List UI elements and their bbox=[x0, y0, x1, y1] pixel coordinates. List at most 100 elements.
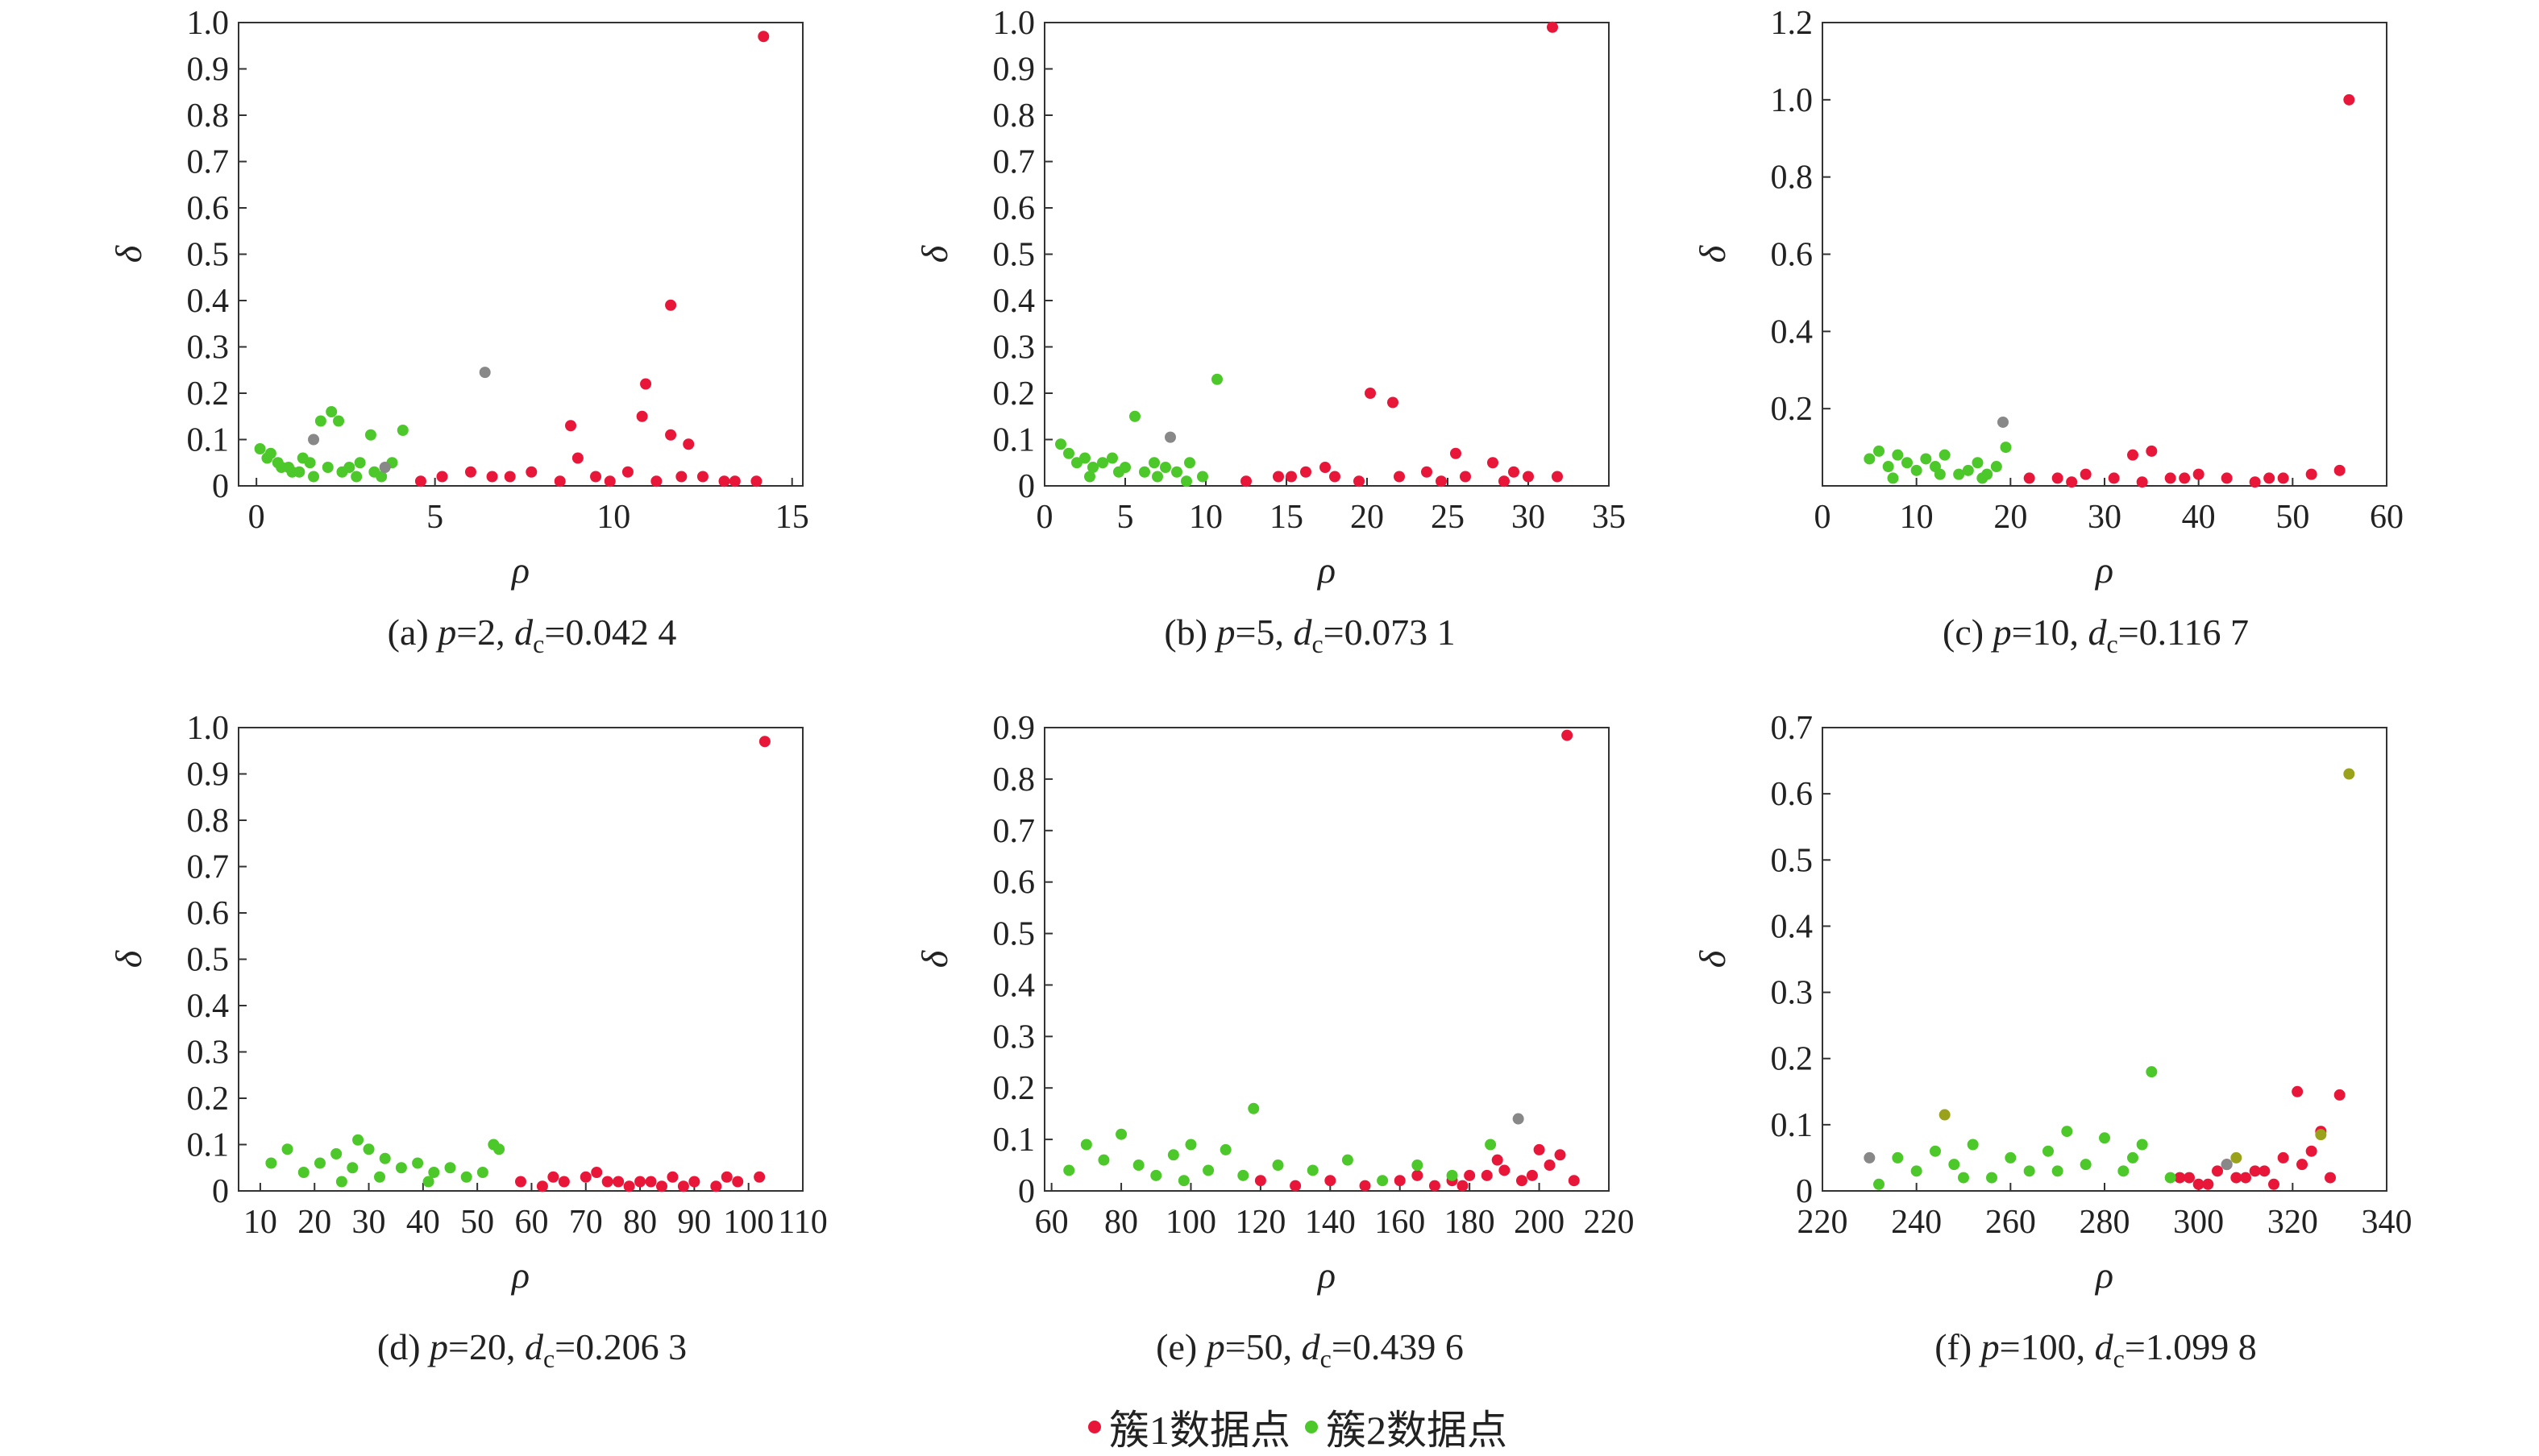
y-tick-label: 0.6 bbox=[1771, 237, 1814, 274]
data-point-cluster2 bbox=[1181, 475, 1192, 487]
data-point-cluster1 bbox=[656, 1180, 667, 1193]
data-point-cluster1 bbox=[645, 1176, 657, 1188]
x-axis-label: ρ bbox=[1316, 1255, 1336, 1296]
data-point-cluster2 bbox=[1920, 453, 1932, 465]
data-point-cluster1 bbox=[2146, 445, 2158, 457]
x-tick-label: 80 bbox=[623, 1204, 657, 1241]
data-point-cluster1 bbox=[1359, 1180, 1371, 1192]
data-point-cluster2 bbox=[1063, 1164, 1075, 1176]
x-tick-label: 260 bbox=[1985, 1204, 2036, 1241]
caption-e: (e) p=50, dc=0.439 6 bbox=[947, 1325, 1673, 1374]
data-point-cluster2 bbox=[1972, 457, 1984, 469]
x-tick-label: 70 bbox=[569, 1204, 603, 1241]
data-point-cluster1 bbox=[1319, 462, 1331, 473]
caption-dc-value: =0.073 1 bbox=[1323, 612, 1456, 653]
x-tick-label: 200 bbox=[1514, 1204, 1565, 1241]
x-tick-label: 300 bbox=[2173, 1204, 2224, 1241]
data-point-cluster2 bbox=[264, 447, 276, 459]
scatter-plot-e: 60 80 100 120 140 160 180 200 220 0 0.1 0.2 0.3 0.4 0.… bbox=[914, 710, 1635, 1296]
data-point-cluster1 bbox=[2212, 1165, 2223, 1177]
data-point-cluster2 bbox=[314, 415, 326, 427]
chart-panel-a: 0 5 10 15 0 0.1 0.2 0.3 0.4 0.5 0.6 0.7 0.8 0.9 1.0 ρ δ bbox=[0, 0, 846, 701]
data-point-cluster1 bbox=[623, 1180, 635, 1193]
legend-label-cluster2: 簇2数据点 bbox=[1326, 1408, 1507, 1453]
data-point-cluster1 bbox=[683, 438, 695, 450]
caption-d-symbol: d bbox=[1301, 1326, 1320, 1367]
data-point-cluster1 bbox=[613, 1176, 625, 1188]
x-tick-label: 220 bbox=[1797, 1204, 1848, 1241]
chart-panel-b: 0 5 10 15 20 25 30 35 0 0.1 0.2 0.3 0.4 0.5 0.6 0.7 0.8 0… bbox=[806, 0, 1652, 701]
caption-dc-value: =0.042 4 bbox=[544, 612, 677, 653]
x-tick-label: 35 bbox=[1592, 499, 1626, 536]
data-point-outlier bbox=[1165, 431, 1176, 443]
data-point-cluster1 bbox=[750, 475, 763, 487]
data-point-cluster2 bbox=[1149, 457, 1160, 469]
data-point-cluster1 bbox=[2230, 1172, 2242, 1184]
data-point-cluster2 bbox=[1132, 1159, 1145, 1172]
data-point-cluster1 bbox=[665, 299, 677, 311]
data-point-cluster2 bbox=[1160, 462, 1171, 473]
x-axis-label: ρ bbox=[1316, 550, 1336, 591]
caption-b: (b) p=5, dc=0.073 1 bbox=[947, 611, 1673, 659]
data-point-cluster1 bbox=[2136, 476, 2148, 488]
y-tick-label: 1.0 bbox=[187, 710, 230, 747]
data-point-cluster2 bbox=[1139, 466, 1150, 478]
data-point-cluster2 bbox=[2023, 1165, 2035, 1177]
data-point-cluster2 bbox=[335, 1176, 347, 1188]
data-point-cluster2 bbox=[368, 466, 380, 478]
scatter-plot-f: 220 240 260 280 300 320 340 0 0.1 0.2 0.3 0.4 0.5 0.6… bbox=[1692, 710, 2412, 1296]
data-point-cluster2 bbox=[1220, 1143, 1232, 1155]
caption-p-value: =10, bbox=[2011, 612, 2088, 653]
data-point-cluster2 bbox=[265, 1157, 277, 1169]
data-point-cluster2 bbox=[1882, 461, 1894, 473]
y-tick-label: 0.2 bbox=[187, 375, 230, 413]
data-point-cluster2 bbox=[1377, 1175, 1389, 1187]
data-point-cluster1 bbox=[1554, 1149, 1566, 1161]
data-point-cluster2 bbox=[1055, 438, 1066, 450]
data-point-cluster1 bbox=[1365, 388, 1376, 399]
y-tick-label: 0.6 bbox=[993, 865, 1036, 902]
x-tick-label: 30 bbox=[1511, 499, 1545, 536]
plot-frame bbox=[1044, 727, 1610, 1192]
y-tick-label: 0.7 bbox=[993, 144, 1036, 181]
caption-c-subscript: c bbox=[1311, 629, 1324, 659]
data-point-cluster1 bbox=[558, 1176, 570, 1188]
data-point-cluster1 bbox=[1508, 466, 1519, 478]
x-tick-label: 0 bbox=[1037, 499, 1053, 536]
data-point-cluster1 bbox=[710, 1180, 722, 1193]
data-point-cluster2 bbox=[1948, 1159, 1960, 1171]
x-tick-label: 30 bbox=[2088, 499, 2121, 536]
data-point-cluster2 bbox=[422, 1176, 434, 1188]
data-point-cluster1 bbox=[2333, 464, 2346, 476]
y-tick-label: 0.4 bbox=[1771, 313, 1814, 351]
data-point-cluster2 bbox=[1892, 449, 1904, 461]
x-axis-label: ρ bbox=[2094, 550, 2113, 591]
data-point-cluster1 bbox=[2277, 472, 2289, 484]
y-tick-label: 0.1 bbox=[187, 1127, 230, 1164]
data-point-cluster1 bbox=[1544, 1159, 1556, 1172]
data-point-cluster2 bbox=[1930, 1145, 1941, 1157]
data-point-cluster2 bbox=[395, 1162, 407, 1174]
caption-c-subscript: c bbox=[533, 629, 545, 659]
data-point-cluster1 bbox=[665, 429, 677, 441]
caption-f: (f) p=100, dc=1.099 8 bbox=[1733, 1325, 2458, 1374]
data-point-cluster1 bbox=[1491, 1154, 1503, 1166]
x-tick-label: 5 bbox=[1117, 499, 1134, 536]
data-point-outlier bbox=[2221, 1159, 2233, 1171]
y-axis-label: δ bbox=[108, 245, 149, 263]
data-point-cluster1 bbox=[1387, 396, 1398, 409]
x-tick-label: 10 bbox=[596, 499, 630, 536]
data-point-cluster2 bbox=[322, 462, 334, 473]
caption-c: (c) p=10, dc=0.116 7 bbox=[1733, 611, 2458, 659]
x-tick-label: 240 bbox=[1891, 1204, 1942, 1241]
caption-p-symbol: p bbox=[1216, 612, 1236, 653]
data-point-cluster1 bbox=[1286, 471, 1297, 483]
scatter-plot-d: 10 20 30 40 50 60 70 80 90 100 110 0 0.1 0.2 0.3 0.4 0.5… bbox=[108, 710, 828, 1296]
data-point-cluster1 bbox=[1411, 1169, 1423, 1181]
data-point-cluster2 bbox=[1211, 373, 1223, 385]
y-tick-label: 1.2 bbox=[1771, 5, 1814, 42]
data-point-cluster2 bbox=[374, 1171, 385, 1183]
data-point-cluster1 bbox=[504, 471, 516, 483]
data-point-cluster1 bbox=[1324, 1175, 1336, 1187]
data-point-cluster2 bbox=[1080, 1139, 1092, 1151]
